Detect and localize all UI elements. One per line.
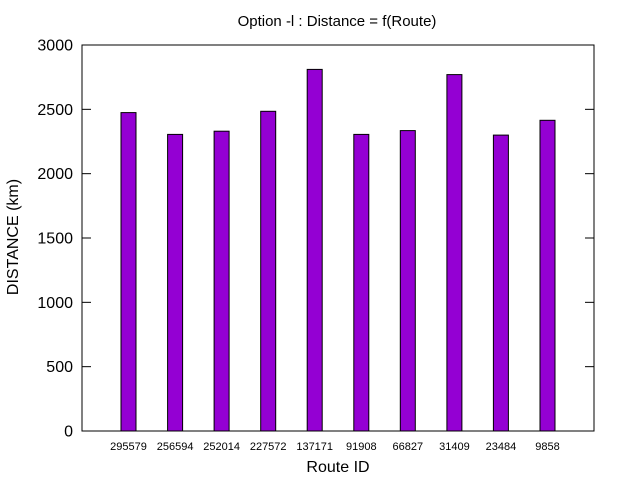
- bar-23484: [492, 134, 509, 432]
- y-tick-label-1000: 1000: [37, 295, 73, 312]
- bars-layer: [120, 68, 556, 432]
- bar-295579: [120, 112, 137, 432]
- bar-31409: [446, 74, 463, 432]
- y-tick-label-2000: 2000: [37, 166, 73, 183]
- bar-91908: [353, 133, 370, 432]
- x-tick-label-66827: 66827: [393, 441, 424, 453]
- x-tick-label-91908: 91908: [346, 441, 377, 453]
- bar-137171: [306, 68, 323, 432]
- y-axis-label: DISTANCE (km): [5, 179, 22, 295]
- ticks-layer: 295579 256594 252014 227572 137171 91908 66827…: [37, 38, 594, 453]
- y-tick-label-3000: 3000: [37, 38, 73, 55]
- x-tick-label-9858: 9858: [535, 441, 559, 453]
- bar-227572: [260, 110, 277, 432]
- bar-9858: [539, 119, 556, 432]
- plot-area-frame: [81, 44, 595, 432]
- x-axis-label: Route ID: [306, 459, 369, 476]
- x-tick-label-23484: 23484: [486, 441, 517, 453]
- x-tick-label-295579: 295579: [110, 441, 147, 453]
- y-tick-label-1500: 1500: [37, 231, 73, 248]
- x-tick-label-137171: 137171: [296, 441, 333, 453]
- chart-title: Option -l : Distance = f(Route): [238, 13, 437, 30]
- x-tick-label-227572: 227572: [250, 441, 287, 453]
- y-tick-label-500: 500: [46, 359, 73, 376]
- y-tick-label-2500: 2500: [37, 102, 73, 119]
- bar-256594: [167, 133, 184, 432]
- bar-252014: [213, 130, 230, 432]
- x-tick-label-31409: 31409: [439, 441, 470, 453]
- x-tick-label-256594: 256594: [157, 441, 194, 453]
- x-tick-label-252014: 252014: [203, 441, 240, 453]
- bar-66827: [399, 130, 416, 432]
- y-tick-label-0: 0: [64, 424, 73, 441]
